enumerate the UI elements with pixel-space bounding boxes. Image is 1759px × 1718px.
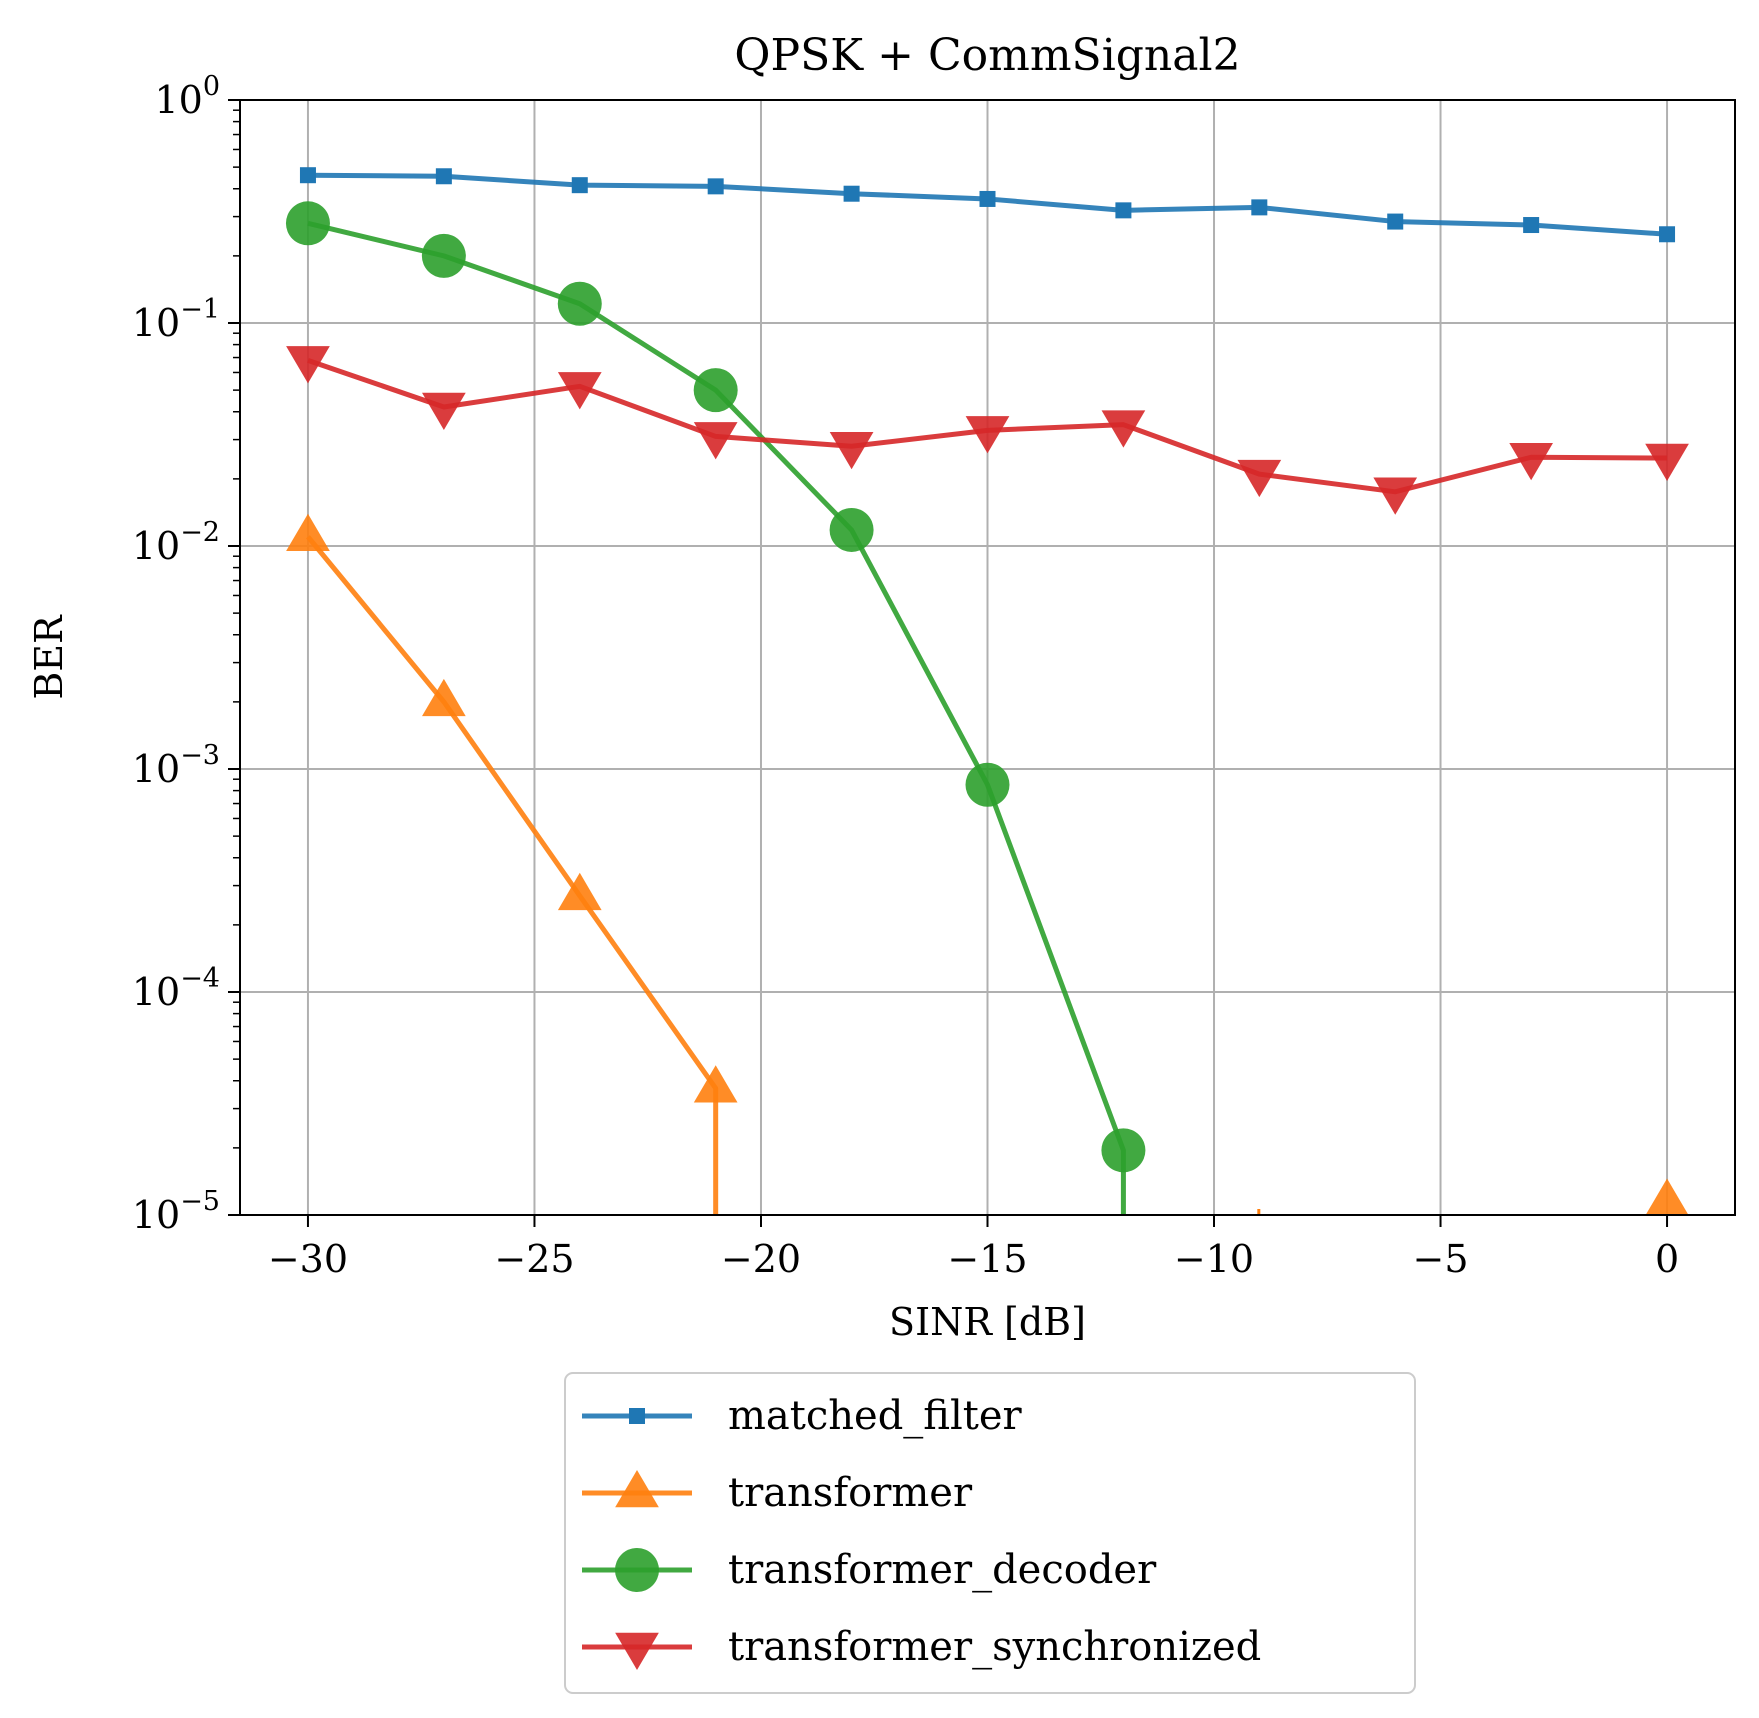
data-point-matched_filter (979, 190, 996, 207)
y-tick-exponent: −1 (180, 294, 220, 325)
data-point-matched_filter (571, 177, 588, 194)
x-tick-label: −15 (947, 1237, 1027, 1281)
data-point-transformer_synchronized (829, 432, 874, 470)
series-layer (285, 167, 1689, 1215)
data-point-matched_filter (843, 185, 860, 202)
legend-box (564, 1372, 1416, 1694)
data-point-matched_filter (1523, 217, 1540, 234)
data-point-transformer_synchronized (286, 346, 330, 384)
data-point-transformer_synchronized (557, 372, 602, 410)
x-tick-label: −25 (494, 1237, 574, 1281)
tick-layer: −30 −25 −20 −15 −10 −5 010010−110−210−310−410−… (132, 71, 1679, 1281)
legend-entry-matched_filter: matched_filter (582, 1393, 1023, 1439)
x-tick-label: −10 (1174, 1237, 1254, 1281)
data-point-transformer_decoder (285, 201, 330, 246)
chart-title: QPSK + CommSignal2 (734, 30, 1240, 81)
data-point-matched_filter (1387, 213, 1404, 230)
legend-label: transformer_synchronized (728, 1624, 1261, 1670)
data-point-transformer_decoder (1101, 1128, 1146, 1173)
grid-layer (240, 99, 1735, 1216)
series-matched_filter (299, 167, 1676, 243)
y-tick-base: 10 (154, 78, 202, 122)
data-point-transformer_decoder (965, 762, 1010, 807)
data-point-transformer_decoder (829, 507, 874, 552)
data-point-transformer_synchronized (693, 422, 738, 460)
legend-marker-transformer_decoder (615, 1548, 659, 1592)
y-tick-label: 10−1 (132, 294, 220, 345)
data-point-transformer_decoder (557, 281, 602, 326)
x-axis-label: SINR [dB] (889, 1300, 1086, 1344)
data-point-transformer_synchronized (1101, 410, 1146, 448)
series-line-transformer (306, 535, 719, 1215)
y-tick-label: 10−4 (132, 963, 220, 1014)
data-point-transformer (422, 678, 466, 717)
series-transformer_decoder (285, 201, 1146, 1215)
x-tick-label: −30 (268, 1237, 348, 1281)
y-tick-label: 10−2 (132, 517, 220, 568)
legend-marker-transformer (615, 1470, 659, 1508)
y-axis-label: BER (27, 614, 71, 700)
legend: matched_filter transformer transformer_dec… (564, 1372, 1416, 1694)
data-point-transformer (557, 872, 602, 911)
legend-entry-transformer_decoder: transformer_decoder (582, 1547, 1157, 1593)
x-tick-label: −5 (1413, 1237, 1469, 1281)
data-point-transformer (286, 513, 330, 552)
y-tick-base: 10 (132, 524, 180, 568)
x-tick-label: 0 (1655, 1237, 1679, 1281)
data-point-matched_filter (1659, 226, 1676, 243)
y-tick-exponent: −5 (180, 1186, 220, 1217)
legend-entry-transformer_synchronized: transformer_synchronized (582, 1624, 1261, 1670)
data-point-transformer_synchronized (1373, 477, 1418, 515)
y-tick-base: 10 (132, 1193, 180, 1237)
data-point-transformer_decoder (421, 233, 466, 278)
y-tick-exponent: −3 (180, 740, 220, 771)
data-point-transformer_synchronized (1509, 442, 1553, 481)
legend-label: transformer (728, 1470, 973, 1516)
data-point-matched_filter (1115, 202, 1132, 219)
y-tick-label: 10−3 (132, 740, 220, 791)
y-tick-label: 100 (154, 71, 220, 122)
floor-artifact (1257, 1209, 1261, 1215)
legend-marker-matched_filter (629, 1408, 645, 1424)
data-point-matched_filter (435, 168, 452, 185)
data-point-matched_filter (707, 178, 724, 195)
series-transformer_synchronized (286, 346, 1689, 515)
y-tick-exponent: 0 (203, 71, 220, 102)
y-tick-base: 10 (132, 970, 180, 1014)
y-tick-base: 10 (132, 301, 180, 345)
data-point-transformer (1645, 1178, 1689, 1215)
series-transformer (286, 513, 1689, 1215)
legend-label: matched_filter (728, 1393, 1023, 1439)
series-line-transformer_decoder (307, 220, 1126, 1215)
data-point-transformer (693, 1065, 738, 1103)
data-point-transformer_decoder (693, 368, 738, 413)
data-point-transformer_synchronized (1237, 459, 1282, 498)
y-tick-base: 10 (132, 747, 180, 791)
legend-entries: matched_filter transformer transformer_dec… (582, 1393, 1261, 1670)
data-point-transformer_synchronized (422, 392, 466, 431)
y-tick-label: 10−5 (132, 1186, 220, 1237)
y-tick-exponent: −4 (180, 963, 220, 994)
data-point-matched_filter (299, 167, 316, 184)
data-point-transformer_synchronized (965, 416, 1010, 454)
y-tick-exponent: −2 (180, 517, 220, 548)
legend-entry-transformer: transformer (582, 1470, 973, 1516)
legend-marker-transformer_synchronized (615, 1632, 659, 1670)
x-tick-label: −20 (721, 1237, 801, 1281)
data-point-transformer_synchronized (1645, 443, 1689, 482)
legend-label: transformer_decoder (728, 1547, 1157, 1593)
data-point-matched_filter (1251, 199, 1268, 216)
